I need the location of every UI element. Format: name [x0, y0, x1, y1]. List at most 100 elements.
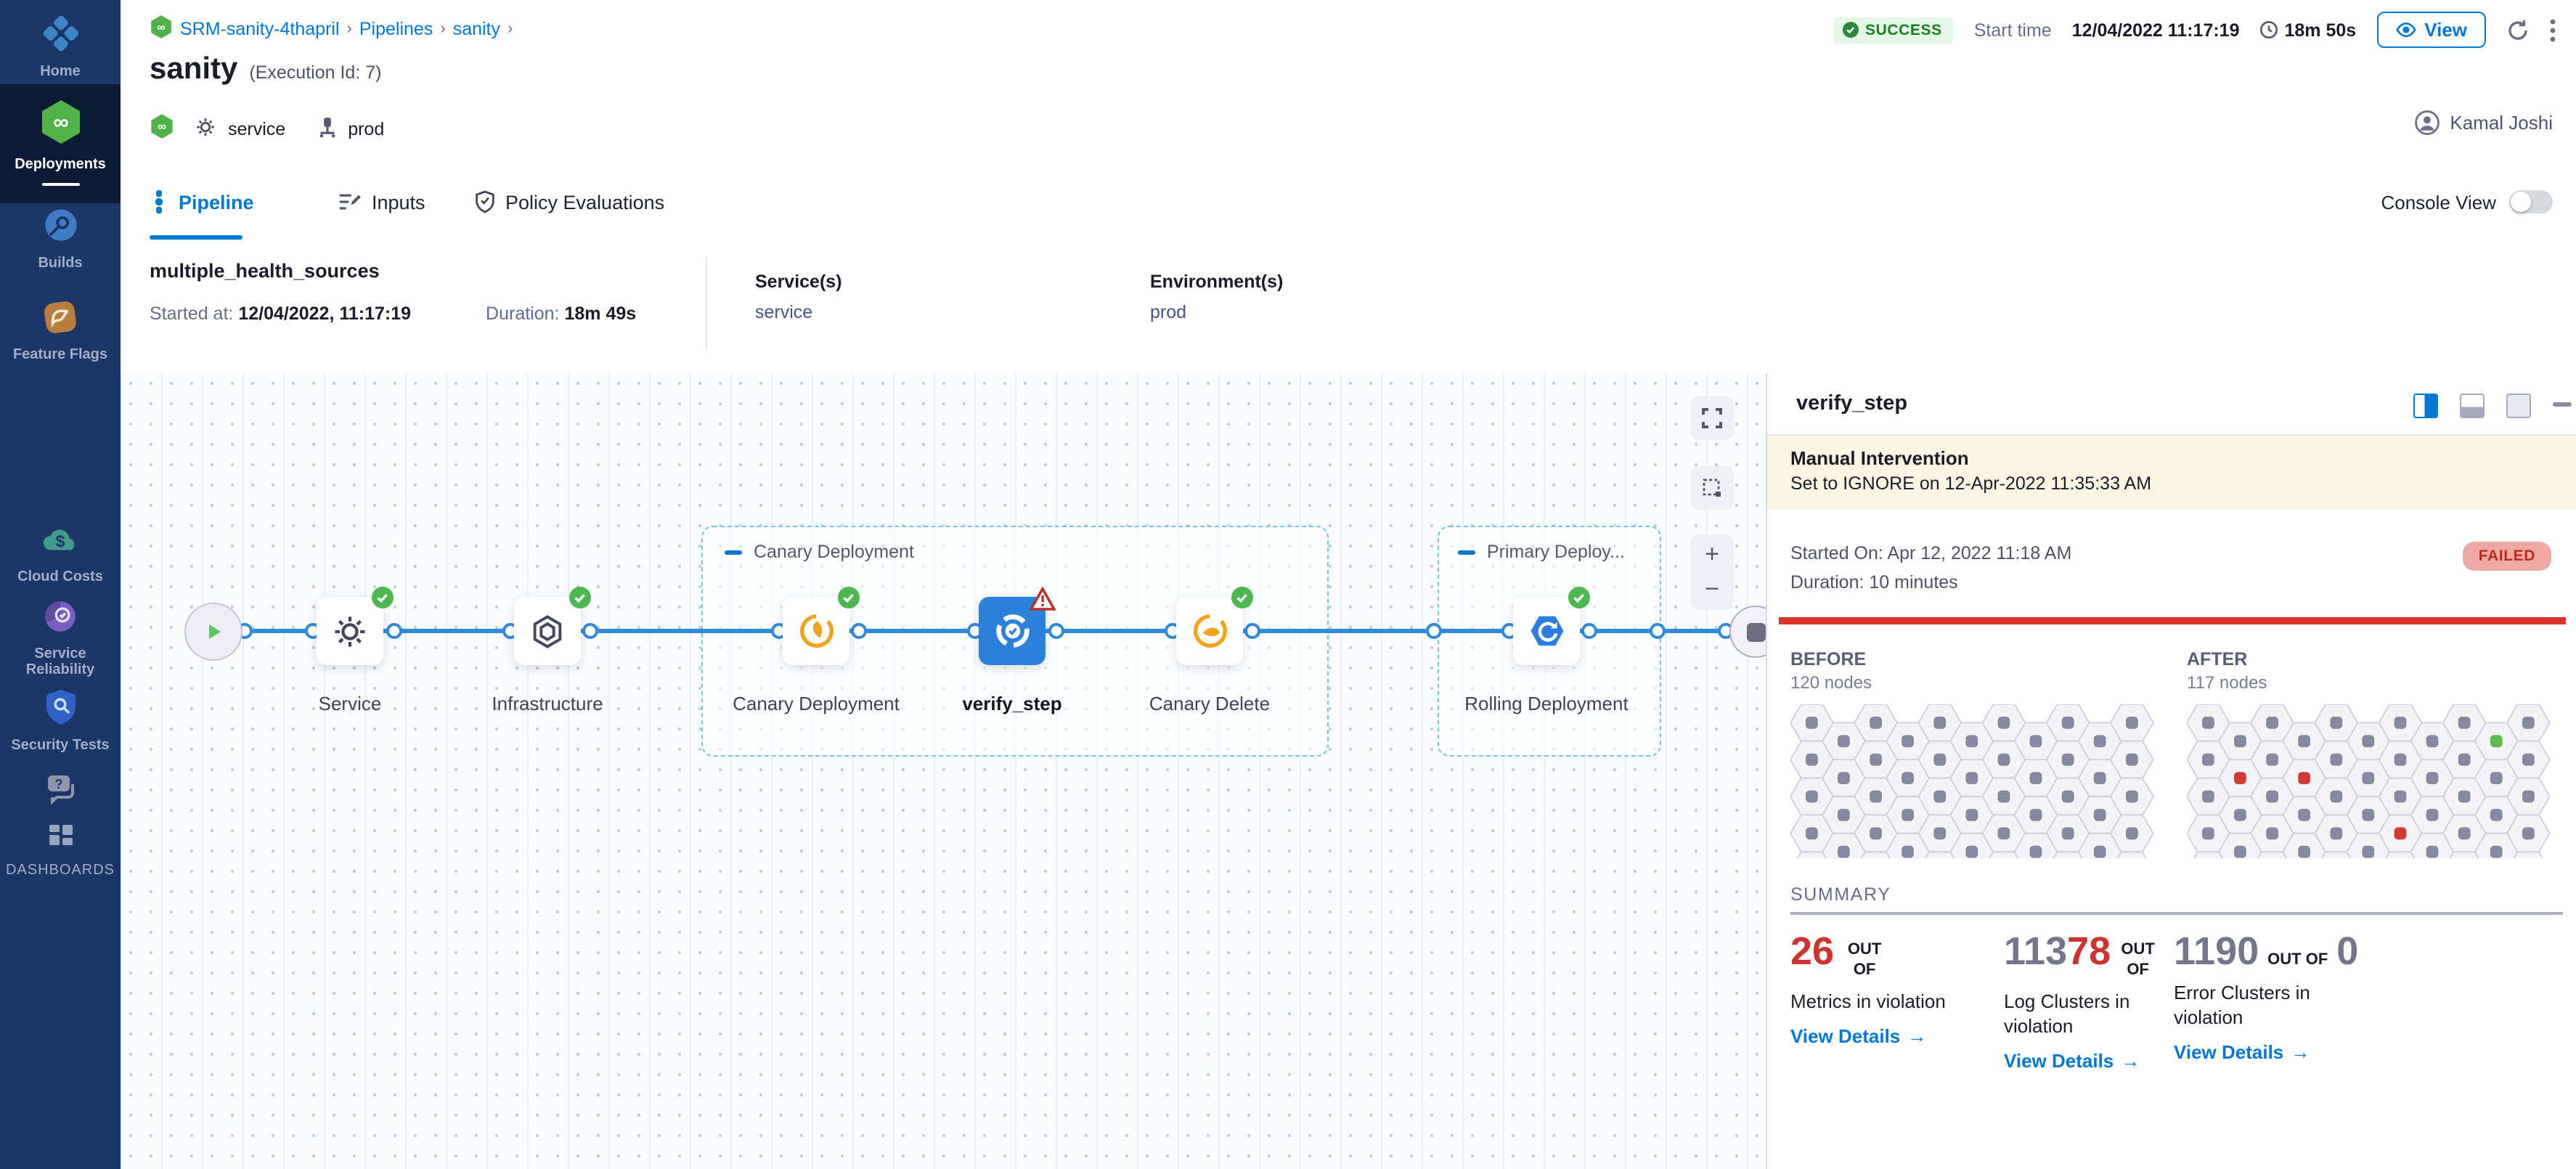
connector-dot [582, 623, 598, 639]
layout-float-icon[interactable] [2506, 394, 2531, 418]
sidebar-item-label: Service Reliability [25, 646, 95, 678]
shield-check-icon [476, 190, 494, 213]
arrow-right-icon: → [2121, 1050, 2140, 1072]
zoom-out-button[interactable]: − [1705, 575, 1719, 603]
connector-dot [1244, 623, 1260, 639]
run-info-bar: multiple_health_sources Started at: 12/0… [121, 240, 2576, 375]
start-node[interactable] [184, 603, 242, 661]
user-avatar-icon [2415, 110, 2440, 135]
console-view-toggle[interactable] [2509, 190, 2553, 213]
before-node-grid[interactable] [1790, 704, 2156, 858]
divider [1790, 912, 2563, 915]
step-duration: Duration: 10 minutes [1790, 572, 1958, 592]
sidebar: Home ∞ Deployments Builds Feature Flags … [0, 0, 121, 1169]
run-name: multiple_health_sources [150, 260, 380, 282]
security-tests-icon [0, 688, 121, 733]
node-infrastructure[interactable] [514, 587, 591, 665]
view-details-link[interactable]: View Details → [2174, 1041, 2310, 1063]
inputs-icon [339, 194, 361, 210]
manual-intervention-banner: Manual Intervention Set to IGNORE on 12-… [1767, 436, 2576, 510]
zoom-in-button[interactable]: + [1705, 540, 1719, 568]
node-canary-deployment[interactable] [783, 587, 860, 665]
error-clusters-count: 1190 [2174, 929, 2259, 973]
tab-pipeline[interactable]: Pipeline [150, 164, 254, 240]
sidebar-item-label: Security Tests [11, 738, 110, 754]
refresh-button[interactable] [2506, 18, 2530, 41]
breadcrumb-pipelines[interactable]: Pipelines [359, 19, 433, 39]
stop-icon [1746, 622, 1765, 641]
sidebar-item-builds[interactable]: Builds [0, 206, 121, 272]
verify-icon [995, 614, 1029, 648]
panel-minimize-icon[interactable] [2553, 402, 2572, 407]
success-badge-icon [372, 587, 394, 616]
node-rolling-deployment[interactable] [1513, 587, 1590, 665]
tab-policy-evaluations[interactable]: Policy Evaluations [475, 164, 664, 240]
header: ∞ SRM-sanity-4thapril › Pipelines › sanity… [121, 0, 2576, 164]
sidebar-item-home[interactable]: Home [0, 15, 121, 80]
end-node[interactable] [1729, 606, 1766, 658]
sidebar-item-label: Cloud Costs [17, 569, 103, 585]
zoom-controls: + − [1690, 534, 1734, 610]
sidebar-item-security-tests[interactable]: Security Tests [0, 688, 121, 754]
service-link[interactable]: service [755, 302, 813, 322]
before-label: BEFORE [1790, 649, 1867, 669]
log-clusters-violation-count: 78 [2067, 929, 2111, 973]
step-details-panel: verify_step Manual Intervention Set to I… [1766, 373, 2576, 1169]
node-label: Canary Delete [1149, 693, 1271, 714]
rolling-deployment-icon [1530, 616, 1563, 646]
run-started-value: 12/04/2022, 11:17:19 [238, 304, 412, 324]
panel-title: verify_step [1796, 392, 1908, 415]
breadcrumb-pipeline[interactable]: sanity [452, 19, 500, 39]
feature-flags-icon [0, 299, 121, 343]
collapse-group-icon[interactable] [725, 550, 742, 554]
header-actions: SUCCESS Start time 12/04/2022 11:17:19 1… [1834, 12, 2556, 48]
view-button[interactable]: View [2376, 12, 2486, 48]
sidebar-item-deployments[interactable]: ∞ Deployments [0, 84, 121, 203]
environment-link[interactable]: prod [1150, 302, 1187, 322]
view-details-link[interactable]: View Details → [1790, 1025, 1927, 1047]
sidebar-item-cloud-costs[interactable]: $ Cloud Costs [0, 523, 121, 585]
card-label: Log Clusters in violation [2004, 990, 2130, 1037]
connector-dot [1048, 623, 1064, 639]
node-canary-delete[interactable] [1176, 587, 1253, 665]
start-time-label: Start time [1973, 20, 2052, 40]
active-tab-indicator [150, 235, 242, 240]
home-icon [0, 15, 121, 60]
tab-inputs[interactable]: Inputs [338, 164, 425, 240]
after-label: AFTER [2187, 649, 2248, 669]
metrics-summary-card: 26 OUT OF Metrics in violation View Detai… [1790, 931, 1982, 1047]
toggle-knob [2511, 192, 2531, 212]
sidebar-item-label: Builds [38, 256, 83, 272]
eye-icon [2395, 22, 2416, 38]
log-clusters-summary-card: 113 78 OUT OF Log Clusters in violation Vi… [2004, 931, 2156, 1072]
more-options-button[interactable] [2550, 18, 2556, 41]
sidebar-item-feature-flags[interactable]: Feature Flags [0, 299, 121, 363]
layout-right-icon[interactable] [2413, 394, 2438, 418]
check-circle-icon [1843, 22, 1859, 38]
service-tag[interactable]: service [228, 118, 286, 139]
marquee-select-icon [1703, 478, 1721, 497]
sidebar-item-help[interactable]: ? [0, 773, 121, 816]
collapse-group-icon[interactable] [1458, 550, 1475, 554]
services-column: Service(s) service [755, 272, 842, 322]
node-service[interactable] [317, 587, 394, 665]
start-time-value: 12/04/2022 11:17:19 [2071, 20, 2240, 40]
fullscreen-button[interactable] [1690, 396, 1734, 440]
env-tag[interactable]: prod [348, 118, 385, 139]
sidebar-item-label: DASHBOARDS [5, 863, 115, 879]
service-gear-icon [335, 616, 365, 646]
breadcrumb-project[interactable]: SRM-sanity-4thapril [180, 19, 340, 39]
marquee-select-button[interactable] [1690, 466, 1734, 510]
sidebar-item-dashboards[interactable]: DASHBOARDS [0, 822, 121, 879]
banner-title: Manual Intervention [1790, 447, 1969, 469]
success-badge-icon [838, 587, 860, 616]
view-details-link[interactable]: View Details → [2004, 1050, 2140, 1072]
after-node-grid[interactable] [2187, 704, 2553, 858]
pipeline-canvas[interactable]: Canary Deployment Primary Deploy... [121, 373, 1766, 1169]
card-label: Error Clusters in violation [2174, 982, 2310, 1028]
svg-text:?: ? [54, 777, 62, 791]
sidebar-item-service-reliability[interactable]: Service Reliability [0, 598, 121, 678]
node-verify-step[interactable] [979, 586, 1057, 665]
layout-bottom-icon[interactable] [2460, 394, 2485, 418]
